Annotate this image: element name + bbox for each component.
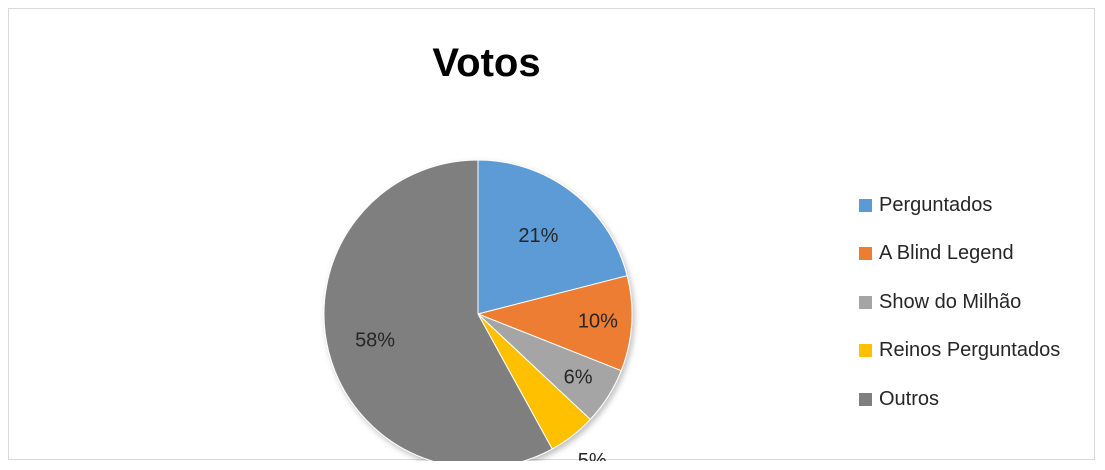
- legend: Perguntados A Blind Legend Show do Milhão R…: [859, 181, 1095, 424]
- pie-chart: 21% 10% 6% 5% 58%: [323, 159, 633, 461]
- legend-swatch-reinos-perguntados: [859, 344, 872, 358]
- legend-item-show-do-milhao: Show do Milhão: [859, 278, 1095, 327]
- legend-swatch-outros: [859, 392, 872, 406]
- legend-label-perguntados: Perguntados: [879, 193, 993, 216]
- data-label-a-blind-legend: 10%: [578, 311, 618, 333]
- legend-item-reinos-perguntados: Reinos Perguntados: [859, 327, 1095, 376]
- legend-item-outros: Outros: [859, 375, 1095, 424]
- pie-slice-a-blind-legend: [476, 275, 633, 372]
- legend-label-a-blind-legend: A Blind Legend: [879, 242, 1014, 265]
- legend-swatch-show-do-milhao: [859, 295, 872, 309]
- legend-label-outros: Outros: [879, 387, 940, 410]
- legend-swatch-a-blind-legend: [859, 247, 872, 261]
- legend-item-perguntados: Perguntados: [859, 181, 1095, 230]
- data-label-reinos-perguntados: 5%: [578, 450, 607, 461]
- data-label-perguntados: 21%: [518, 225, 558, 247]
- legend-label-reinos-perguntados: Reinos Perguntados: [879, 339, 1061, 362]
- pie-slice-perguntados: [477, 159, 628, 315]
- legend-item-a-blind-legend: A Blind Legend: [859, 230, 1095, 279]
- chart-title: Votos: [432, 41, 541, 85]
- pie-slice-outros: [323, 159, 553, 461]
- chart-frame: Votos 21% 10% 6% 5% 58% Perguntados A Blind L…: [8, 8, 1095, 461]
- legend-swatch-perguntados: [859, 198, 872, 212]
- data-label-outros: 58%: [355, 329, 395, 351]
- legend-label-show-do-milhao: Show do Milhão: [879, 290, 1022, 313]
- data-label-show-do-milhao: 6%: [564, 367, 593, 389]
